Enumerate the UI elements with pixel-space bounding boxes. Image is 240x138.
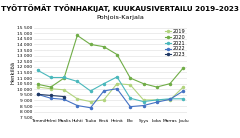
2020: [142, 83, 145, 84]
2020: [63, 77, 66, 79]
2020: [168, 83, 171, 84]
2020: [129, 77, 132, 79]
2020: [182, 67, 185, 69]
2019: [102, 99, 105, 101]
2023: [49, 95, 52, 96]
2020: [76, 35, 79, 36]
2019: [63, 89, 66, 91]
Legend: 2019, 2020, 2021, 2022, 2023: 2019, 2020, 2021, 2022, 2023: [165, 29, 186, 58]
2019: [89, 101, 92, 102]
2021: [168, 98, 171, 100]
2019: [142, 99, 145, 101]
2022: [116, 88, 119, 90]
Line: 2023: 2023: [36, 93, 65, 98]
2023: [36, 93, 39, 95]
2019: [168, 99, 171, 101]
2021: [116, 76, 119, 78]
2021: [63, 77, 66, 78]
2022: [182, 90, 185, 92]
Line: 2020: 2020: [36, 34, 184, 88]
2019: [116, 83, 119, 84]
2020: [116, 54, 119, 55]
2023: [63, 96, 66, 97]
2020: [155, 86, 158, 88]
2019: [49, 88, 52, 90]
2021: [102, 83, 105, 84]
Text: TYÖTTÖMÄT TYÖNHAKIJAT, KUUKAUSIVERTAILU 2019–2023: TYÖTTÖMÄT TYÖNHAKIJAT, KUUKAUSIVERTAILU …: [1, 4, 239, 12]
2019: [76, 98, 79, 100]
2022: [142, 105, 145, 106]
2021: [155, 99, 158, 101]
Y-axis label: Henkilöä: Henkilöä: [11, 61, 15, 84]
2021: [182, 98, 185, 100]
2022: [102, 90, 105, 92]
2020: [36, 83, 39, 85]
2021: [49, 77, 52, 78]
2020: [49, 86, 52, 88]
2020: [89, 44, 92, 45]
2020: [102, 46, 105, 47]
2021: [129, 97, 132, 99]
2022: [155, 101, 158, 103]
2021: [36, 69, 39, 71]
2019: [182, 86, 185, 88]
2022: [76, 105, 79, 106]
2022: [129, 106, 132, 108]
2021: [142, 101, 145, 102]
2021: [76, 81, 79, 82]
2022: [168, 99, 171, 100]
Line: 2022: 2022: [36, 88, 184, 109]
2022: [89, 107, 92, 109]
2019: [36, 86, 39, 88]
2022: [36, 93, 39, 95]
Line: 2019: 2019: [36, 83, 184, 103]
2019: [155, 99, 158, 101]
Line: 2021: 2021: [36, 69, 184, 103]
2021: [89, 90, 92, 92]
Text: Pohjois-Karjala: Pohjois-Karjala: [96, 15, 144, 20]
2022: [63, 99, 66, 100]
2022: [49, 97, 52, 99]
2019: [129, 84, 132, 86]
